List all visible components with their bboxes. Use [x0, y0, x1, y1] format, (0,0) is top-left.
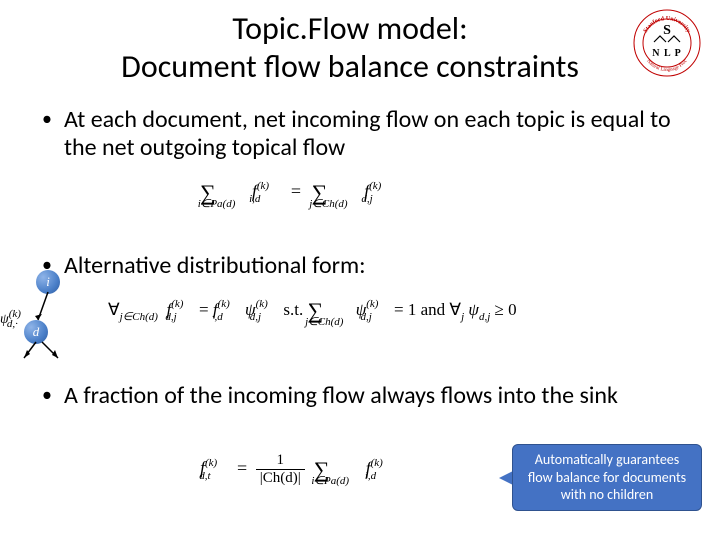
edges-out — [20, 340, 64, 362]
title-line-2: Document flow balance constraints — [60, 48, 640, 86]
bullet-2: • Alternative distributional form: — [64, 252, 690, 280]
svg-text:N L P: N L P — [652, 48, 681, 59]
equation-3: f(k)d,t = 1|Ch(d)| ∑i∈Pa(d) f(k)i,d — [200, 452, 394, 487]
flow-diagram: ψ(k)d,· i d — [6, 270, 76, 360]
stanford-nlp-logo: Stanford University Natural Language Pro… — [632, 8, 702, 78]
bullet-1: • At each document, net incoming flow on… — [64, 106, 690, 161]
svg-text:S: S — [663, 23, 671, 38]
title-line-1: Topic.Flow model: — [60, 10, 640, 48]
bullet-mark: • — [42, 108, 52, 131]
slide-title: Topic.Flow model: Document flow balance … — [60, 10, 640, 87]
bullet-2-text: Alternative distributional form: — [64, 251, 366, 280]
bullet-3-text: A fraction of the incoming flow always f… — [64, 381, 618, 410]
callout-text: Automatically guarantees flow balance fo… — [528, 451, 686, 503]
equation-2: ∀j∈Ch(d) f(k)d,j = f(k)·,d ψ(k)d,j s.t. … — [108, 298, 517, 324]
callout-box: Automatically guarantees flow balance fo… — [512, 444, 702, 511]
equation-1: ∑i∈Pa(d) f(k)i,d = ∑j∈Ch(d) f(k)d,j — [200, 180, 393, 206]
bullet-3: • A fraction of the incoming flow always… — [64, 382, 690, 410]
bullet-mark: • — [42, 384, 52, 407]
bullet-1-text: At each document, net incoming flow on e… — [64, 105, 671, 162]
